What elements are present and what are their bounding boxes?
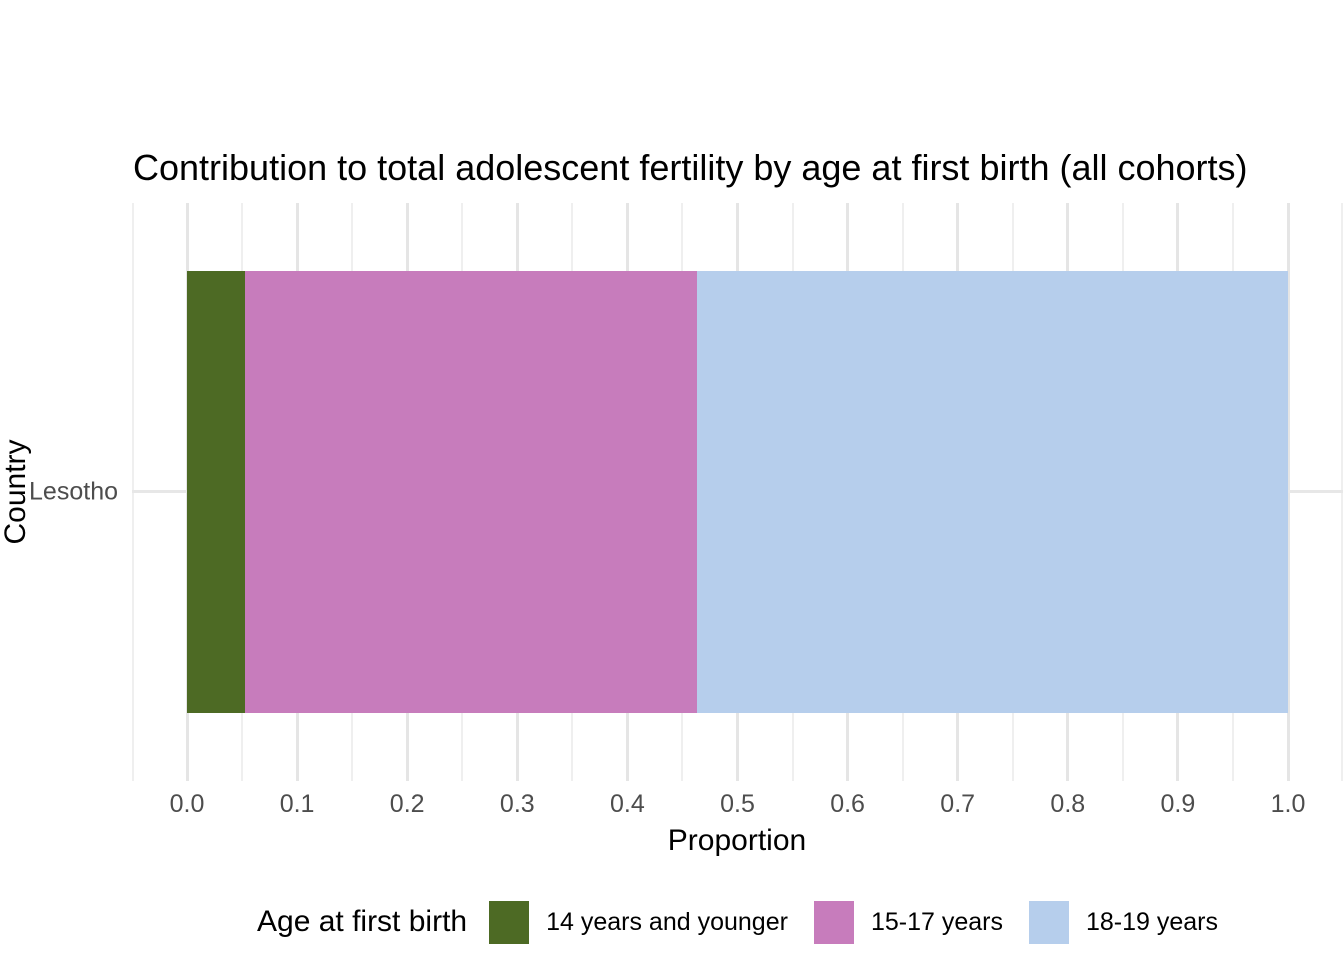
x-tick-label: 0.8 [1050, 790, 1086, 818]
legend-item-18-19-years: 18-19 years [1028, 900, 1218, 944]
x-tick-label: 0.4 [610, 790, 645, 818]
x-tick-label: 0.5 [720, 790, 755, 818]
x-tick-label: 0.2 [389, 790, 425, 818]
y-axis-tick-label-lesotho: Lesotho [29, 477, 118, 506]
x-tick-label: 0.9 [1160, 790, 1196, 818]
x-axis-title: Proportion [667, 824, 807, 857]
bar-segment-15-17-years [245, 271, 697, 713]
legend-item-label: 15-17 years [870, 907, 1003, 936]
y-axis-title: Country [0, 439, 32, 545]
x-tick-label: 1.0 [1270, 790, 1306, 818]
plot-panel [132, 203, 1343, 781]
legend-color-swatch [1028, 900, 1069, 944]
legend-item-label: 18-19 years [1085, 907, 1218, 936]
legend-color-swatch [813, 900, 854, 944]
bar-segment-18-19-years [696, 271, 1288, 713]
stacked-bar-lesotho [187, 271, 1288, 713]
chart-title: Contribution to total adolescent fertili… [133, 147, 1248, 188]
legend: Age at first birth 14 years and younger 1… [132, 891, 1343, 953]
x-tick-label: 0.0 [169, 790, 205, 818]
legend-item-15-17-years: 15-17 years [813, 900, 1003, 944]
legend-item-14-years-and-younger: 14 years and younger [489, 900, 788, 944]
legend-item-label: 14 years and younger [546, 907, 788, 936]
legend-color-swatch [489, 900, 530, 944]
bar-segment-14-years-and-younger [187, 271, 246, 713]
x-tick-label: 0.1 [279, 790, 315, 818]
legend-title: Age at first birth [257, 905, 468, 938]
x-tick-label: 0.7 [940, 790, 976, 818]
x-tick-label: 0.3 [499, 790, 535, 818]
x-tick-label: 0.6 [830, 790, 865, 818]
